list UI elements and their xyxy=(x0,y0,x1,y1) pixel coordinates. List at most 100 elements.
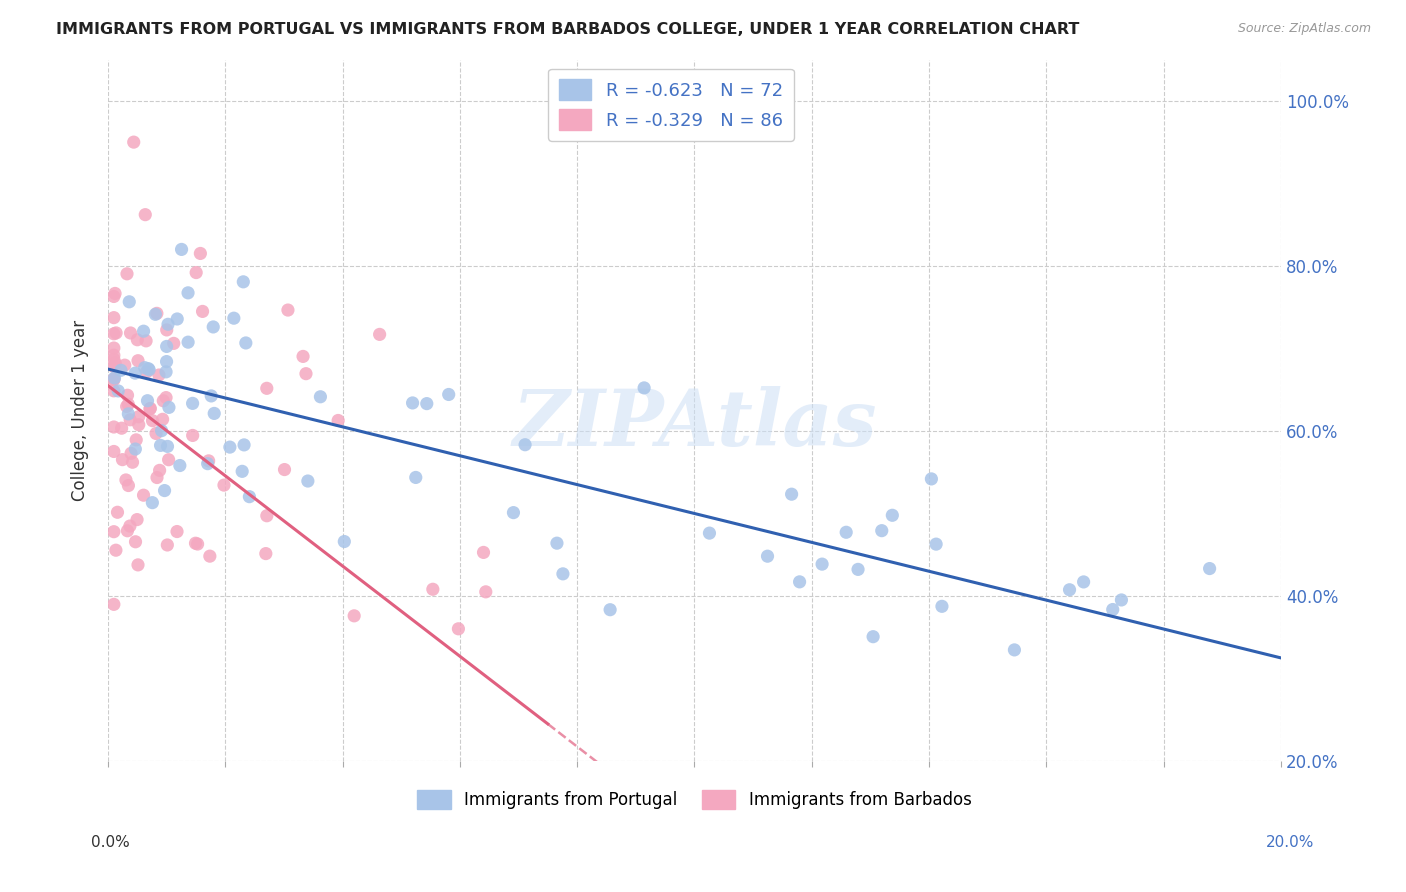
Point xyxy=(254,547,277,561)
Point xyxy=(502,506,524,520)
Point xyxy=(103,310,125,325)
Point xyxy=(256,508,278,523)
Point xyxy=(882,508,904,523)
Y-axis label: College, Under 1 year: College, Under 1 year xyxy=(72,319,89,501)
Point xyxy=(235,335,257,350)
Point xyxy=(127,558,149,572)
Point xyxy=(132,488,155,502)
Point xyxy=(120,446,142,460)
Point xyxy=(115,473,138,487)
Point xyxy=(212,478,235,492)
Point xyxy=(145,426,167,441)
Point xyxy=(155,354,177,368)
Point xyxy=(105,326,128,340)
Point xyxy=(292,350,315,364)
Point xyxy=(177,335,200,350)
Point xyxy=(475,584,498,599)
Point xyxy=(328,413,350,427)
Point xyxy=(117,397,139,411)
Point xyxy=(846,562,869,576)
Point xyxy=(148,368,170,382)
Point xyxy=(273,462,295,476)
Point xyxy=(551,566,574,581)
Point xyxy=(190,246,212,260)
Point xyxy=(437,387,460,401)
Point xyxy=(127,333,149,347)
Text: ZIPAtlas: ZIPAtlas xyxy=(512,386,877,463)
Point xyxy=(117,524,139,538)
Point xyxy=(789,574,811,589)
Point xyxy=(149,463,172,477)
Point xyxy=(115,400,138,414)
Point xyxy=(141,496,163,510)
Point xyxy=(146,306,169,320)
Point xyxy=(405,470,427,484)
Point xyxy=(128,417,150,432)
Point xyxy=(153,483,176,498)
Point xyxy=(136,393,159,408)
Point xyxy=(117,407,139,421)
Point xyxy=(181,428,204,442)
Point xyxy=(219,440,242,454)
Point xyxy=(103,373,125,387)
Point xyxy=(111,452,134,467)
Point xyxy=(202,406,225,420)
Point xyxy=(186,266,208,280)
Point xyxy=(202,320,225,334)
Point xyxy=(401,396,423,410)
Point xyxy=(103,444,125,458)
Point xyxy=(231,464,253,478)
Point xyxy=(811,557,834,571)
Point xyxy=(107,505,129,519)
Point xyxy=(156,538,179,552)
Point xyxy=(920,472,942,486)
Point xyxy=(149,438,172,452)
Point xyxy=(633,381,655,395)
Point xyxy=(152,412,174,426)
Point xyxy=(103,598,125,612)
Point xyxy=(124,442,146,456)
Point xyxy=(103,420,125,434)
Point xyxy=(132,324,155,338)
Point xyxy=(124,366,146,380)
Point xyxy=(756,549,779,564)
Point xyxy=(103,289,125,303)
Point xyxy=(169,458,191,473)
Point xyxy=(1059,582,1081,597)
Point xyxy=(118,519,141,533)
Point xyxy=(1111,593,1133,607)
Point xyxy=(200,389,222,403)
Point xyxy=(117,388,139,402)
Point xyxy=(117,478,139,492)
Point xyxy=(146,470,169,484)
Point xyxy=(156,439,179,453)
Point xyxy=(184,536,207,550)
Point xyxy=(309,390,332,404)
Point xyxy=(134,208,156,222)
Text: Source: ZipAtlas.com: Source: ZipAtlas.com xyxy=(1237,22,1371,36)
Point xyxy=(145,307,167,321)
Point xyxy=(343,608,366,623)
Point xyxy=(156,339,179,353)
Point xyxy=(103,524,125,539)
Point xyxy=(135,334,157,348)
Point xyxy=(599,603,621,617)
Point xyxy=(191,304,214,318)
Point xyxy=(181,396,204,410)
Point xyxy=(125,513,148,527)
Point xyxy=(177,285,200,300)
Point xyxy=(931,599,953,614)
Point xyxy=(122,135,145,149)
Point xyxy=(233,438,256,452)
Text: 20.0%: 20.0% xyxy=(1267,836,1315,850)
Point xyxy=(166,524,188,539)
Point xyxy=(118,294,141,309)
Point xyxy=(128,409,150,424)
Point xyxy=(166,312,188,326)
Point xyxy=(157,318,180,332)
Point xyxy=(103,372,125,386)
Point xyxy=(297,474,319,488)
Point xyxy=(780,487,803,501)
Legend: Immigrants from Portugal, Immigrants from Barbados: Immigrants from Portugal, Immigrants fro… xyxy=(411,783,979,816)
Point xyxy=(103,371,125,385)
